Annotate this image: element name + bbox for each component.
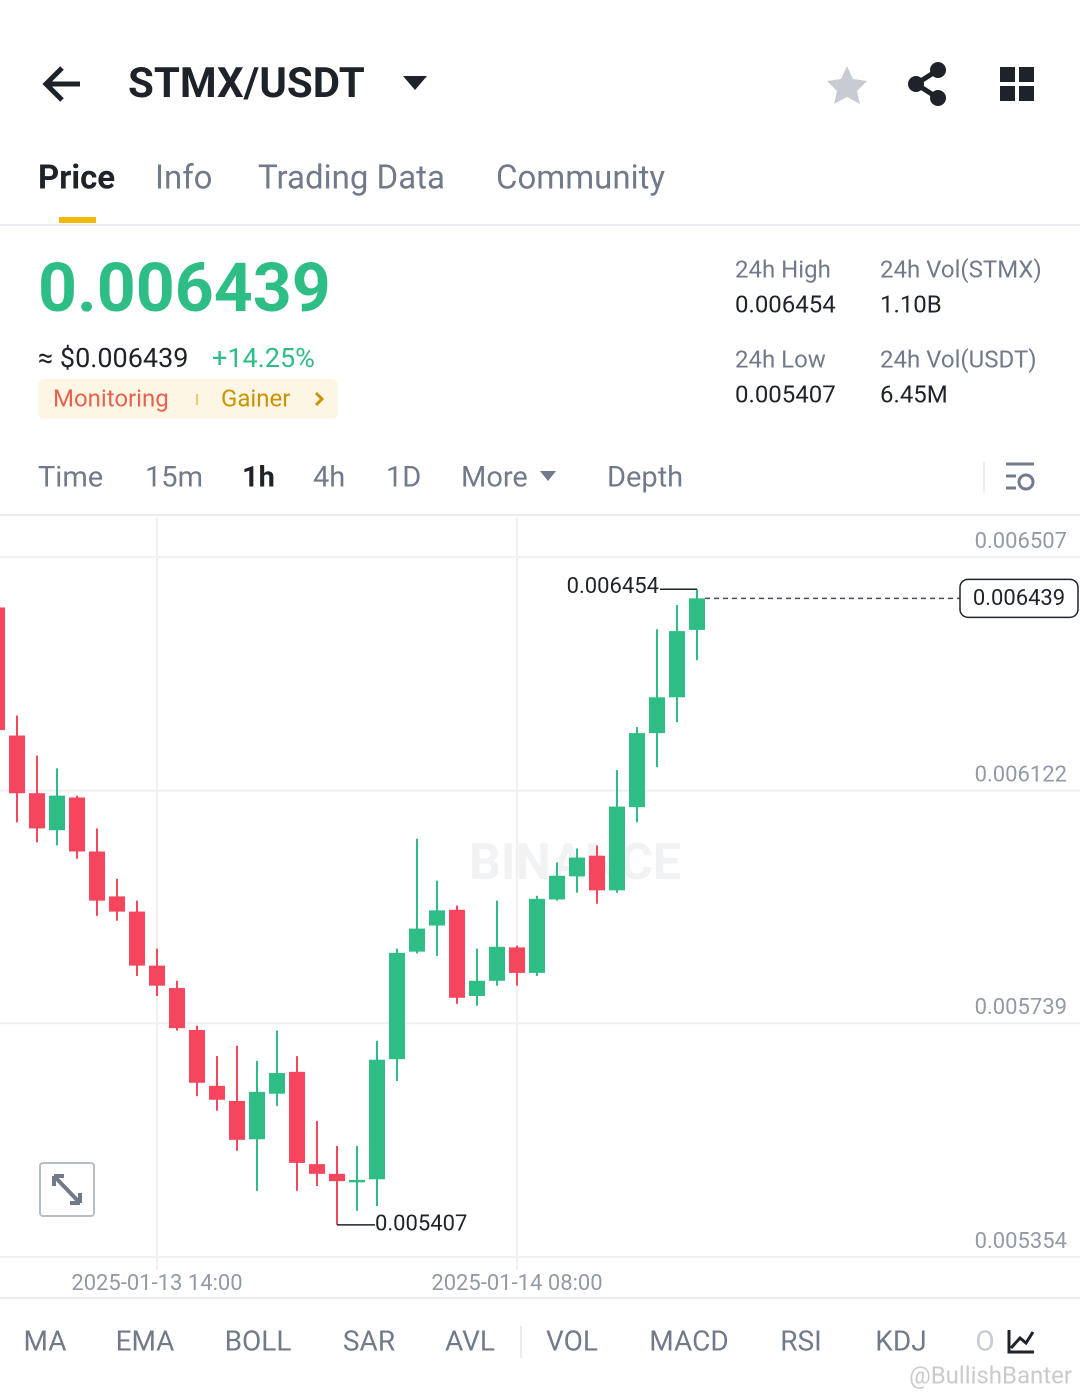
last-price-label: 0.006439 [973, 586, 1065, 611]
candle-body [49, 795, 65, 831]
fiat-price: ≈ $0.006439 [38, 342, 188, 374]
indicator[interactable]: SAR [343, 1324, 395, 1357]
y-tick-label: 0.005354 [975, 1229, 1067, 1254]
candle-body [449, 909, 465, 998]
expand-button[interactable] [39, 1162, 95, 1217]
indicator[interactable]: VOL [546, 1324, 598, 1357]
candle-body [469, 980, 485, 996]
indicator[interactable]: KDJ [875, 1324, 926, 1357]
indicator-icon[interactable] [1007, 1330, 1035, 1354]
chart-settings[interactable] [1006, 462, 1035, 491]
stat-label: 24h High [735, 255, 831, 283]
indicator[interactable]: MA [24, 1324, 67, 1357]
candle-body [269, 1073, 285, 1094]
layout-button[interactable] [1000, 67, 1034, 101]
indicator[interactable]: EMA [116, 1324, 175, 1357]
min-marker-label: 0.005407 [375, 1212, 467, 1237]
candle-body [209, 1085, 225, 1100]
timeframe[interactable]: 1h [242, 461, 275, 495]
tab-indicator [59, 217, 96, 223]
stat-label: 24h Vol(USDT) [880, 345, 1037, 373]
candle-body [69, 797, 85, 852]
tag-box[interactable] [38, 379, 338, 419]
change-percent: +14.25% [212, 342, 315, 374]
timeframe[interactable]: 4h [313, 461, 345, 495]
candle-body [89, 851, 105, 901]
tab[interactable]: Price [38, 159, 115, 198]
tab[interactable]: Info [155, 159, 213, 198]
candle-body [0, 607, 5, 731]
tag: Monitoring [53, 384, 169, 412]
indicator[interactable]: AVL [445, 1324, 495, 1357]
indicator[interactable]: BOLL [225, 1324, 292, 1357]
tab[interactable]: Trading Data [258, 159, 445, 198]
candle-body [109, 896, 125, 912]
candle-body [509, 947, 525, 973]
candle-body [669, 631, 685, 698]
last-price: 0.006439 [38, 248, 331, 328]
more-dropdown [540, 471, 556, 481]
stat-value: 0.006454 [735, 290, 836, 318]
candle-body [29, 793, 45, 829]
pair-title[interactable]: STMX/USDT [128, 59, 365, 108]
candle-body [409, 928, 425, 952]
candle-body [369, 1059, 385, 1180]
candle-body [689, 598, 705, 630]
candle-body [9, 735, 25, 794]
candle-body [569, 857, 585, 877]
stat-value: 1.10B [880, 290, 942, 318]
timeframe[interactable]: More [461, 461, 528, 495]
stat-label: 24h Vol(STMX) [880, 255, 1042, 283]
candle-body [249, 1091, 265, 1140]
y-tick-label: 0.006122 [975, 763, 1067, 788]
tag: Gainer [221, 384, 290, 412]
stat-value: 0.005407 [735, 380, 836, 408]
stat-value: 6.45M [880, 380, 948, 408]
candle-body [389, 952, 405, 1060]
indicator[interactable]: O [975, 1324, 994, 1357]
candle-body [529, 898, 545, 973]
timeframe[interactable]: Depth [607, 461, 683, 495]
pair-dropdown[interactable] [403, 76, 427, 90]
indicator[interactable]: MACD [649, 1324, 728, 1357]
x-tick-label: 2025-01-13 14:00 [71, 1271, 242, 1296]
candle-body [429, 910, 445, 926]
max-marker-label: 0.006454 [567, 574, 659, 599]
candle-body [309, 1164, 325, 1174]
tag-chevron [314, 391, 325, 407]
candle-body [549, 875, 565, 900]
header: STMX/USDT [42, 59, 1034, 108]
indicator[interactable]: RSI [780, 1324, 822, 1357]
candle-body [169, 988, 185, 1029]
watermark: @BullishBanter [909, 1361, 1072, 1389]
candle-body [129, 911, 145, 966]
candle-body [649, 697, 665, 734]
candle-body [349, 1179, 365, 1183]
stat-label: 24h Low [735, 345, 826, 373]
timeframe[interactable]: 1D [386, 461, 421, 495]
candle-body [329, 1173, 345, 1182]
tab[interactable]: Community [496, 159, 665, 198]
timeframe[interactable]: Time [38, 461, 103, 495]
candle-body [289, 1071, 305, 1163]
candle-body [229, 1100, 245, 1140]
last-price-box [959, 578, 1079, 619]
candle-body [189, 1029, 205, 1083]
y-tick-label: 0.005739 [975, 995, 1067, 1020]
candle-body [589, 855, 605, 891]
x-tick-label: 2025-01-14 08:00 [431, 1271, 602, 1296]
candle-body [149, 965, 165, 986]
y-tick-label: 0.006507 [975, 529, 1067, 554]
timeframe[interactable]: 15m [145, 461, 203, 495]
candle-body [489, 946, 505, 981]
candle-body [609, 806, 625, 891]
back-button[interactable] [42, 66, 80, 102]
share-button[interactable] [908, 62, 946, 106]
favorite-star[interactable] [827, 66, 867, 104]
candle-body [629, 733, 645, 808]
